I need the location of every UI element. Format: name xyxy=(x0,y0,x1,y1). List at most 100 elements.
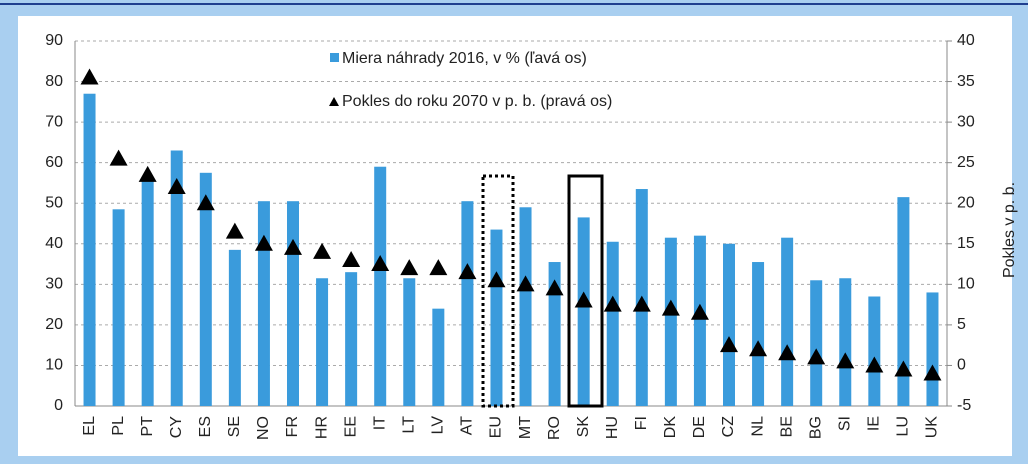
triangle-marker xyxy=(196,194,215,211)
x-tick-label: SI xyxy=(836,416,853,431)
y2-axis-label: Pokles v p. b. xyxy=(1001,182,1018,278)
sk-highlight xyxy=(567,174,604,408)
y2-tick-label: 0 xyxy=(957,357,966,374)
triangle-marker xyxy=(545,279,564,296)
legend-swatch xyxy=(330,53,339,62)
y2-tick-label: 10 xyxy=(957,276,975,293)
x-tick-label: IE xyxy=(866,416,883,431)
triangle-marker xyxy=(487,271,506,288)
y-tick-label: 20 xyxy=(45,316,63,333)
triangle-marker xyxy=(167,178,186,194)
y2-tick-label: -5 xyxy=(957,397,971,414)
x-tick-label: DE xyxy=(691,416,708,438)
y2-tick-label: 40 xyxy=(957,32,975,49)
bar xyxy=(170,150,183,406)
x-tick-label: CY xyxy=(168,416,185,439)
triangle-marker xyxy=(400,259,419,276)
x-tick-label: MT xyxy=(517,416,534,439)
bar xyxy=(83,93,96,406)
bar xyxy=(926,292,939,406)
x-tick-label: PT xyxy=(139,416,156,437)
x-tick-label: FR xyxy=(284,416,301,437)
bar xyxy=(374,166,387,406)
triangle-marker xyxy=(894,360,913,377)
y-tick-label: 10 xyxy=(45,357,63,374)
x-tick-label: UK xyxy=(924,416,941,439)
triangle-marker xyxy=(778,344,797,361)
bar xyxy=(839,278,852,406)
bar xyxy=(403,278,416,406)
triangle-marker xyxy=(109,149,128,166)
bar xyxy=(345,272,358,406)
bar xyxy=(752,262,765,406)
y-tick-label: 50 xyxy=(45,194,63,211)
triangle-marker xyxy=(254,234,273,251)
triangle-marker xyxy=(603,295,622,312)
bar xyxy=(810,280,823,406)
y-tick-label: 30 xyxy=(45,276,63,293)
bar xyxy=(432,308,445,406)
x-tick-label: BG xyxy=(807,416,824,439)
bar xyxy=(897,197,910,406)
triangle-marker xyxy=(836,352,855,369)
x-tick-label: NL xyxy=(749,416,766,437)
triangle-marker xyxy=(865,356,884,373)
x-tick-label: LV xyxy=(430,416,447,435)
triangle-marker xyxy=(80,68,99,85)
x-tick-label: BE xyxy=(778,416,795,437)
bar xyxy=(287,201,299,406)
triangle-marker xyxy=(371,255,390,272)
y-tick-label: 60 xyxy=(45,154,63,171)
x-tick-label: EL xyxy=(81,416,98,436)
triangle-marker xyxy=(342,251,361,267)
triangle-marker xyxy=(690,303,709,320)
x-tick-label: NO xyxy=(255,416,272,440)
x-tick-label: EU xyxy=(488,416,505,438)
bar xyxy=(228,249,241,406)
y2-tick-label: 35 xyxy=(957,73,975,90)
y2-tick-label: 15 xyxy=(957,235,975,252)
y2-tick-label: 25 xyxy=(957,154,975,171)
triangle-marker xyxy=(720,336,738,353)
triangle-marker xyxy=(574,291,593,308)
eu-highlight xyxy=(481,174,515,408)
triangle-marker xyxy=(661,299,680,316)
bar xyxy=(548,262,561,406)
bar xyxy=(606,241,619,406)
x-tick-label: EE xyxy=(342,416,359,437)
legend-swatch xyxy=(329,97,339,106)
x-tick-label: CZ xyxy=(720,416,737,438)
x-tick-label: RO xyxy=(546,416,563,440)
y-tick-label: 0 xyxy=(54,397,63,414)
y-tick-label: 40 xyxy=(45,235,63,252)
x-tick-label: SK xyxy=(575,416,592,438)
legend-label: Miera náhrady 2016, v % (ľavá os) xyxy=(342,50,587,67)
x-tick-label: HU xyxy=(604,416,621,439)
legend-label: Pokles do roku 2070 v p. b. (pravá os) xyxy=(342,93,612,110)
bar xyxy=(577,217,590,406)
bar xyxy=(199,172,212,406)
x-tick-label: PL xyxy=(110,416,127,436)
bar xyxy=(868,296,881,406)
triangle-marker xyxy=(807,348,826,365)
y2-tick-label: 20 xyxy=(957,194,975,211)
y-tick-label: 90 xyxy=(45,32,63,49)
bar xyxy=(257,201,270,406)
bar xyxy=(664,237,677,406)
x-tick-label: LU xyxy=(895,416,912,436)
triangle-marker xyxy=(749,340,768,357)
bar xyxy=(461,201,474,406)
triangle-marker xyxy=(458,263,477,280)
triangle-marker xyxy=(632,295,651,312)
bar xyxy=(781,237,794,406)
bar xyxy=(141,180,154,406)
x-tick-label: FI xyxy=(633,416,650,430)
y2-tick-label: 5 xyxy=(957,316,966,333)
bar xyxy=(316,278,329,406)
bar xyxy=(693,235,706,406)
bar xyxy=(490,229,503,406)
y-tick-label: 80 xyxy=(45,73,63,90)
x-tick-label: AT xyxy=(459,416,476,435)
x-tick-label: IT xyxy=(371,416,388,430)
